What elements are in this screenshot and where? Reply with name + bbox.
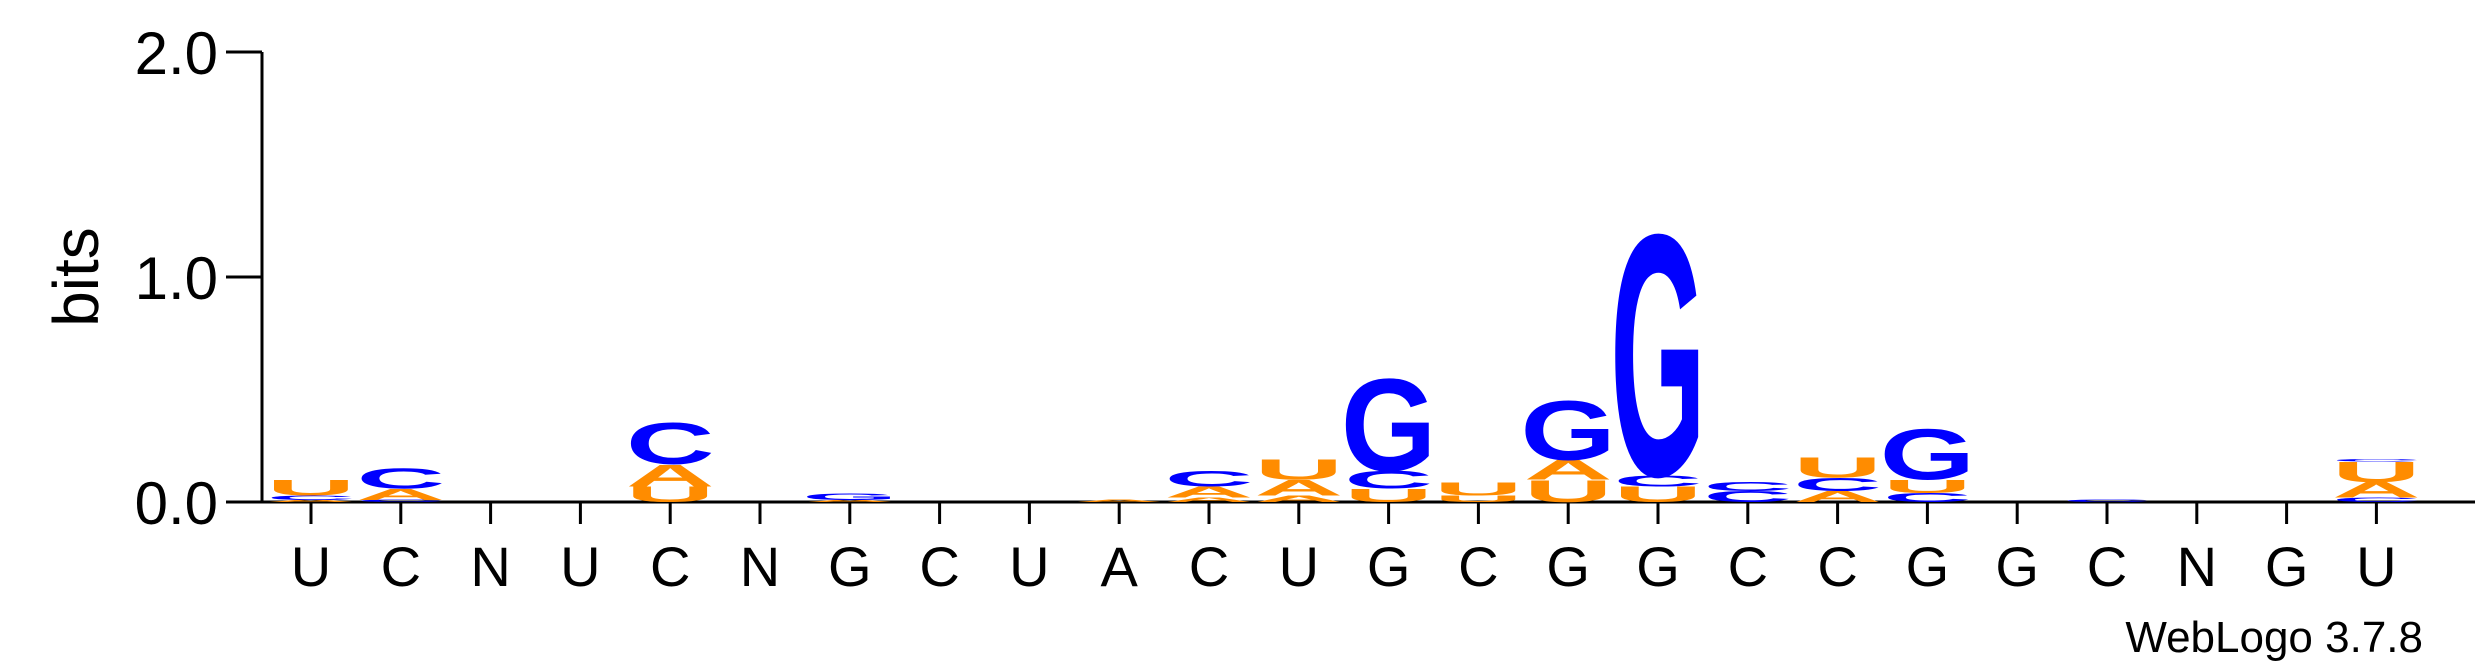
logo-letter: G xyxy=(1520,383,1616,478)
logo-letter: U xyxy=(1254,454,1343,486)
x-tick-label: C xyxy=(1817,535,1857,598)
stack-2: CAC xyxy=(356,463,445,503)
logo-letter: G xyxy=(1880,415,1976,495)
logo-letter: A xyxy=(267,499,356,503)
stack-14: UU xyxy=(1434,478,1523,504)
stack-5: UAC xyxy=(626,411,715,507)
x-tick-label: G xyxy=(828,535,872,598)
logo-letter: A xyxy=(2332,478,2421,503)
logo-letter: U xyxy=(1524,474,1613,509)
logo-letter: C xyxy=(1883,491,1972,505)
logo-letter: U xyxy=(2332,456,2421,488)
stack-10: A xyxy=(1075,499,1164,503)
logo-letter: U xyxy=(1434,494,1523,504)
logo-letter: U xyxy=(1883,476,1972,497)
logo-letter: C xyxy=(356,463,445,495)
stack-18: ACU xyxy=(1793,452,1882,506)
stack-21: C xyxy=(2063,499,2152,503)
y-tick-label: 1.0 xyxy=(135,245,218,312)
stack-19: CUG xyxy=(1880,415,1976,505)
x-tick-label: U xyxy=(291,535,331,598)
logo-letter: U xyxy=(1793,452,1882,484)
logo-letter: C xyxy=(626,411,715,477)
logo-letter: A xyxy=(805,499,894,503)
logo-letter: A xyxy=(626,458,715,493)
logo-letter: A xyxy=(1254,475,1343,500)
logo-letter: A xyxy=(1165,483,1254,501)
logo-letter: C xyxy=(267,494,356,501)
logo-letter: C xyxy=(2063,499,2152,503)
logo-letter: A xyxy=(1254,494,1343,504)
stack-13: UCG xyxy=(1341,352,1437,506)
y-axis-label: bits xyxy=(40,227,112,327)
logo-letter: U xyxy=(1434,478,1523,499)
stack-15: UAG xyxy=(1520,383,1616,509)
logo-letter: G xyxy=(1341,352,1437,499)
y-tick-label: 0.0 xyxy=(135,470,218,537)
logo-letter: U xyxy=(267,475,356,500)
x-tick-label: N xyxy=(740,535,780,598)
logo-letter: C xyxy=(2332,496,2421,503)
stack-12: AAU xyxy=(1254,454,1343,504)
logo-letter: C xyxy=(2332,459,2421,463)
logo-letter: U xyxy=(626,482,715,507)
x-tick-label: G xyxy=(2265,535,2309,598)
x-tick-label: C xyxy=(1189,535,1229,598)
logo-letter: G xyxy=(802,491,898,501)
logo-letter: A xyxy=(1165,496,1254,503)
x-tick-label: N xyxy=(470,535,510,598)
logo-letter: A xyxy=(1524,454,1613,486)
x-tick-label: C xyxy=(650,535,690,598)
logo-letter: C xyxy=(1165,466,1254,491)
x-tick-label: G xyxy=(1906,535,1950,598)
x-tick-label: G xyxy=(1546,535,1590,598)
x-tick-label: U xyxy=(1279,535,1319,598)
stack-11: AAC xyxy=(1165,466,1254,503)
x-tick-label: G xyxy=(1995,535,2039,598)
y-axis: 0.0 1.0 2.0 xyxy=(135,20,264,537)
logo-letter: C xyxy=(1793,474,1882,495)
stack-17: CC xyxy=(1703,479,1792,505)
x-tick-label: U xyxy=(1009,535,1049,598)
x-tick-label: U xyxy=(2356,535,2396,598)
x-tick-label: C xyxy=(1458,535,1498,598)
logo-letter: A xyxy=(356,486,445,504)
y-tick-label: 2.0 xyxy=(135,20,218,87)
logo-letter: A xyxy=(1075,499,1164,503)
logo-letter: C xyxy=(1703,488,1792,506)
logo-letter: C xyxy=(356,499,445,503)
x-tick-label: C xyxy=(919,535,959,598)
x-tick-label: C xyxy=(381,535,421,598)
x-tick-label: G xyxy=(1367,535,1411,598)
logo-letter: A xyxy=(1793,488,1882,506)
stack-1: ACU xyxy=(267,475,356,502)
x-tick-label: U xyxy=(560,535,600,598)
x-tick-label: C xyxy=(2087,535,2127,598)
x-tick-label: G xyxy=(1636,535,1680,598)
credit-label: WebLogo 3.7.8 xyxy=(2125,613,2423,662)
stack-16: UCG xyxy=(1610,162,1706,548)
logo-letter: C xyxy=(1703,479,1792,493)
y-ticks: 0.0 1.0 2.0 xyxy=(135,20,262,537)
logo-letter: U xyxy=(1614,482,1703,507)
logo-letter: C xyxy=(1614,472,1703,490)
x-tick-label: A xyxy=(1101,535,1139,598)
x-tick-label: C xyxy=(1728,535,1768,598)
stack-7: AG xyxy=(802,491,898,502)
logo-letter: U xyxy=(1344,485,1433,506)
logo-letter: G xyxy=(1610,162,1706,548)
x-tick-label: N xyxy=(2177,535,2217,598)
logo-letter: C xyxy=(1344,466,1433,494)
